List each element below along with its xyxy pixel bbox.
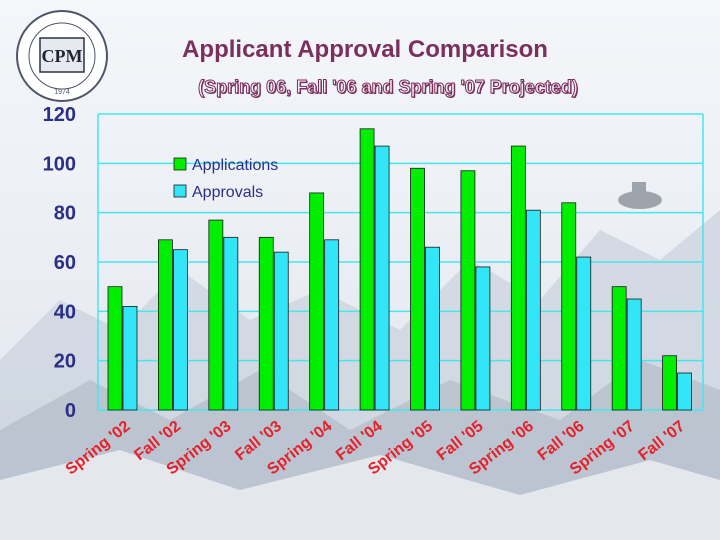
- approvals-bar: [273, 251, 289, 411]
- y-tick-label: 40: [54, 301, 76, 323]
- applications-bar: [410, 167, 425, 411]
- applications-bar: [611, 286, 627, 411]
- approvals-bar: [475, 266, 491, 411]
- x-category-label: Spring '02: [63, 418, 134, 479]
- y-tick-label: 0: [65, 400, 76, 422]
- applications-bar: [258, 236, 274, 411]
- y-tick-label: 100: [43, 153, 76, 175]
- y-tick-label: 120: [43, 104, 76, 126]
- legend: Applications Approvals: [173, 157, 278, 201]
- bars: [107, 128, 692, 411]
- y-tick-label: 20: [54, 351, 76, 373]
- svg-text:1974: 1974: [54, 89, 70, 96]
- cpm-logo: CPM 1974: [14, 8, 110, 104]
- applications-bar: [662, 355, 677, 411]
- legend-swatch: [173, 184, 187, 198]
- axes: [97, 114, 704, 411]
- applications-bar: [208, 219, 224, 411]
- applications-bar: [309, 192, 325, 411]
- legend-label: Applications: [192, 157, 278, 174]
- approvals-bar: [425, 246, 440, 411]
- legend-swatch: [173, 157, 187, 171]
- legend-label: Approvals: [192, 184, 263, 201]
- approvals-bar: [525, 209, 541, 411]
- applications-bar: [107, 286, 123, 411]
- applications-bar: [561, 202, 577, 411]
- approvals-bar: [122, 305, 138, 411]
- applications-bar: [460, 170, 476, 411]
- chart-subtitle: (Spring 06, Fall '06 and Spring '07 Proj…: [198, 77, 579, 98]
- applications-bar: [510, 145, 526, 411]
- y-tick-label: 80: [54, 203, 76, 225]
- approvals-bar: [223, 236, 239, 411]
- x-category-label: Fall '07: [636, 418, 689, 464]
- svg-text:CPM: CPM: [42, 46, 83, 66]
- approvals-bar: [626, 298, 642, 411]
- applications-bar: [158, 239, 173, 411]
- grid-lines: [98, 113, 703, 362]
- y-tick-label: 60: [54, 252, 76, 274]
- applications-bar: [359, 128, 375, 411]
- approvals-bar: [374, 145, 390, 411]
- approvals-bar: [324, 239, 340, 411]
- approvals-bar: [677, 372, 692, 411]
- approvals-bar: [173, 249, 188, 411]
- snowboarder-figure: [618, 182, 662, 209]
- approvals-bar: [576, 256, 592, 411]
- chart-title: Applicant Approval Comparison: [182, 36, 548, 63]
- logo-seal-icon: CPM 1974: [16, 10, 108, 102]
